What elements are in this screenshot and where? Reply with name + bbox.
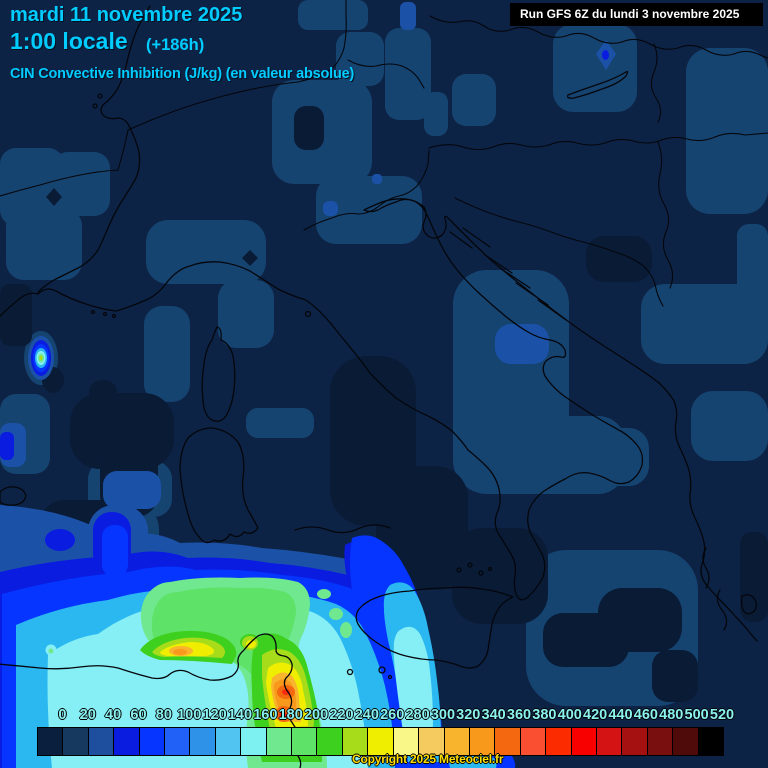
colorbar-cell	[368, 728, 394, 755]
colorbar-cell	[114, 728, 140, 755]
colorbar-tick-label: 460	[633, 707, 658, 723]
colorbar-tick-label: 380	[532, 707, 557, 723]
colorbar-tick-label: 120	[202, 707, 227, 723]
colorbar-tick-label: 300	[430, 707, 456, 723]
colorbar-cell	[38, 728, 64, 755]
forecast-offset-label: (+186h)	[146, 36, 205, 54]
colorbar-tick-label: 320	[456, 707, 481, 723]
colorbar-tick-label: 520	[709, 707, 735, 723]
colorbar-cell	[419, 728, 445, 755]
colorbar-cell	[190, 728, 216, 755]
colorbar-tick-label: 60	[130, 707, 147, 723]
colorbar-labels: 0 20 40 60 80 100 120 140 160 180 200 220 240 260 280 3…	[37, 707, 734, 725]
colorbar-tick-label: 400	[557, 707, 582, 723]
colorbar-cells	[37, 727, 724, 756]
valid-date-label: mardi 11 novembre 2025	[10, 4, 243, 26]
model-run-info-box: Run GFS 6Z du lundi 3 novembre 2025	[510, 3, 763, 26]
colorbar-tick-label: 240	[354, 707, 379, 723]
map-dark-patches	[0, 106, 768, 702]
colorbar-tick-label: 80	[155, 707, 172, 723]
colorbar-tick-label: 200	[303, 707, 329, 723]
colorbar-cell	[546, 728, 572, 755]
colorbar-cell	[88, 728, 115, 755]
colorbar-tick-label: 440	[608, 707, 633, 723]
colorbar-cell	[342, 728, 369, 755]
colorbar-cell	[165, 728, 191, 755]
colorbar-cell	[596, 728, 623, 755]
colorbar-tick-label: 0	[58, 707, 67, 723]
colorbar-cell	[393, 728, 420, 755]
colorbar-cell	[520, 728, 547, 755]
colorbar-tick-label: 20	[79, 707, 96, 723]
colorbar-tick-label: 180	[278, 707, 303, 723]
colorbar-tick-label: 420	[583, 707, 608, 723]
colorbar-tick-label: 500	[684, 707, 709, 723]
colorbar-tick-label: 100	[177, 707, 202, 723]
colorbar-tick-label: 360	[506, 707, 532, 723]
colorbar-tick-label: 140	[227, 707, 253, 723]
coastlines	[0, 5, 758, 768]
colorbar-cell	[495, 728, 521, 755]
colorbar-cell	[139, 728, 166, 755]
colorbar-tick-label: 340	[481, 707, 506, 723]
colorbar-tick-label: 280	[405, 707, 430, 723]
cin-system-red	[279, 689, 290, 719]
colorbar-cell	[647, 728, 674, 755]
colorbar-cell	[469, 728, 496, 755]
colorbar-cell	[266, 728, 293, 755]
colorbar-cell	[571, 728, 597, 755]
country-borders	[0, 0, 768, 307]
colorbar-tick-label: 220	[329, 707, 354, 723]
colorbar-tick-label: 160	[253, 707, 278, 723]
colorbar-cell	[622, 728, 648, 755]
colorbar-cell	[317, 728, 343, 755]
colorbar-cell	[698, 728, 723, 755]
colorbar-cell	[673, 728, 699, 755]
colorbar-cell	[444, 728, 470, 755]
colorbar-cell	[292, 728, 318, 755]
parameter-title: CIN Convective Inhibition (J/kg) (en val…	[10, 66, 355, 82]
colorbar-cell	[215, 728, 242, 755]
colorbar-cell	[241, 728, 267, 755]
colorbar-cell	[63, 728, 89, 755]
copyright-label: Copyright 2025 Meteociel.fr	[352, 752, 504, 766]
colorbar-tick-label: 40	[105, 707, 122, 723]
valid-time-label: 1:00 locale	[10, 28, 128, 54]
colorbar-tick-label: 480	[659, 707, 684, 723]
colorbar-tick-label: 260	[380, 707, 405, 723]
